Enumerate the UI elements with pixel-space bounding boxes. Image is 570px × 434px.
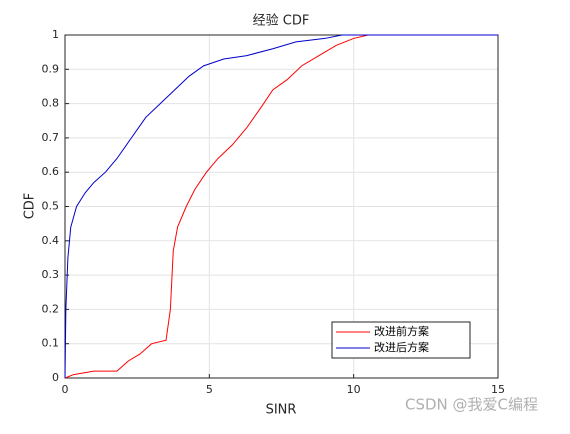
x-tick-label: 10 xyxy=(347,383,361,396)
legend-box xyxy=(331,321,471,359)
y-tick-label: 0.2 xyxy=(42,302,60,315)
y-tick-label: 0.7 xyxy=(42,131,60,144)
y-tick-label: 1 xyxy=(52,28,59,41)
y-tick-label: 0.5 xyxy=(42,200,60,213)
y-tick-label: 0.9 xyxy=(42,62,60,75)
x-axis-label: SINR xyxy=(266,403,297,418)
watermark: CSDN @我爱C编程 xyxy=(405,396,538,414)
x-tick-label: 0 xyxy=(62,383,69,396)
x-tick-label: 15 xyxy=(491,383,505,396)
legend-label: 改进后方案 xyxy=(374,340,429,354)
x-tick-label: 5 xyxy=(206,383,213,396)
y-axis-label: CDF xyxy=(23,193,38,220)
y-tick-label: 0.3 xyxy=(42,268,60,281)
data-line xyxy=(64,34,498,379)
axes-box xyxy=(64,34,499,379)
chart-title: 经验 CDF xyxy=(253,13,310,29)
y-tick-label: 0.8 xyxy=(42,97,60,110)
y-tick-label: 0 xyxy=(52,371,59,384)
y-tick-label: 0.4 xyxy=(42,234,60,247)
legend-label: 改进前方案 xyxy=(374,324,429,338)
y-tick-label: 0.6 xyxy=(42,165,60,178)
data-line xyxy=(64,34,498,379)
y-tick-label: 0.1 xyxy=(42,337,60,350)
